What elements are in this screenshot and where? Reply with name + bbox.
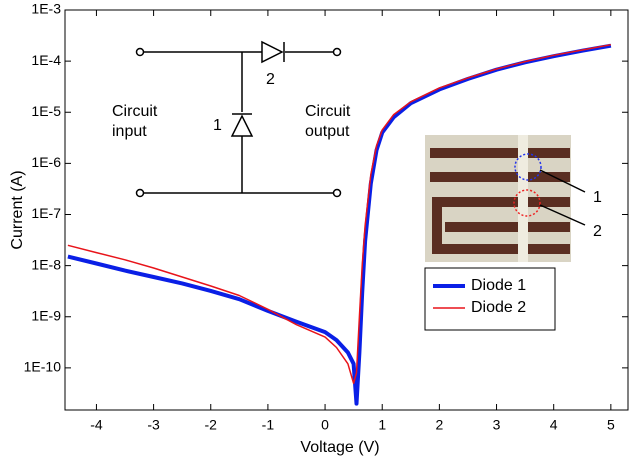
x-tick-label: 0 bbox=[321, 417, 329, 433]
x-tick-label: -2 bbox=[205, 417, 218, 433]
x-tick-label: 3 bbox=[493, 417, 501, 433]
x-tick-label: -1 bbox=[262, 417, 275, 433]
y-tick-label: 1E-8 bbox=[31, 256, 61, 272]
diode-label: 1 bbox=[213, 117, 222, 134]
x-tick-label: 5 bbox=[607, 417, 615, 433]
y-tick-label: 1E-4 bbox=[31, 52, 61, 68]
photo-label: 2 bbox=[593, 223, 602, 240]
data-line bbox=[67, 43, 612, 406]
y-tick-label: 1E-9 bbox=[31, 307, 61, 323]
x-tick-label: 4 bbox=[550, 417, 558, 433]
x-tick-label: -4 bbox=[90, 417, 103, 433]
data-line bbox=[67, 43, 612, 385]
y-tick-label: 1E-7 bbox=[31, 205, 61, 221]
x-axis-title: Voltage (V) bbox=[300, 439, 379, 456]
plot-frame bbox=[64, 9, 629, 411]
photo-label: 1 bbox=[593, 189, 602, 206]
x-tick-label: -3 bbox=[147, 417, 160, 433]
circuit-diagram bbox=[135, 40, 342, 198]
y-axis-title: Current (A) bbox=[9, 170, 26, 249]
x-tick-label: 1 bbox=[378, 417, 386, 433]
x-tick-label: 2 bbox=[435, 417, 443, 433]
y-tick-label: 1E-6 bbox=[31, 154, 61, 170]
legend-label: Diode 2 bbox=[471, 299, 526, 316]
y-tick-label: 1E-3 bbox=[31, 1, 61, 17]
legend-label: Diode 1 bbox=[471, 277, 526, 294]
annotation: Circuit output bbox=[305, 103, 351, 140]
legend-box bbox=[424, 267, 556, 331]
y-tick-label: 1E-10 bbox=[24, 359, 62, 375]
y-tick-label: 1E-5 bbox=[31, 103, 61, 119]
annotation: Circuit input bbox=[112, 103, 158, 140]
photo-inset: 1 2 bbox=[425, 135, 602, 262]
diode-label: 2 bbox=[266, 71, 275, 88]
